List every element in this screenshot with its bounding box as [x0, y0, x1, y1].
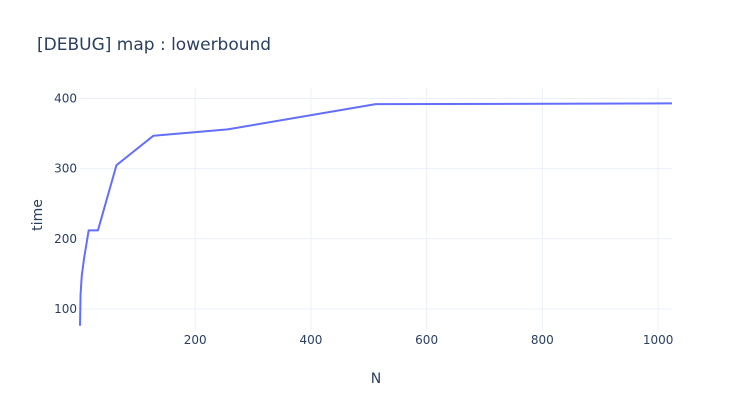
series-layer	[79, 102, 673, 326]
chart-title: [DEBUG] map : lowerbound	[37, 35, 271, 55]
x-tick-label: 200	[184, 333, 207, 347]
tick-layer: 200 400 600 800 1000 100 200 300 400	[54, 92, 673, 347]
y-axis-title: time	[30, 199, 46, 231]
y-tick-label: 400	[54, 92, 77, 106]
x-tick-label: 600	[415, 333, 438, 347]
y-tick-label: 200	[54, 232, 77, 246]
x-tick-label: 800	[531, 333, 554, 347]
x-axis-title: N	[371, 371, 381, 387]
grid-layer	[80, 88, 672, 330]
x-tick-label: 400	[299, 333, 322, 347]
series-line-lowerbound	[79, 102, 673, 326]
x-tick-label: 1000	[643, 333, 674, 347]
y-tick-label: 300	[54, 162, 77, 176]
y-tick-label: 100	[54, 302, 77, 316]
